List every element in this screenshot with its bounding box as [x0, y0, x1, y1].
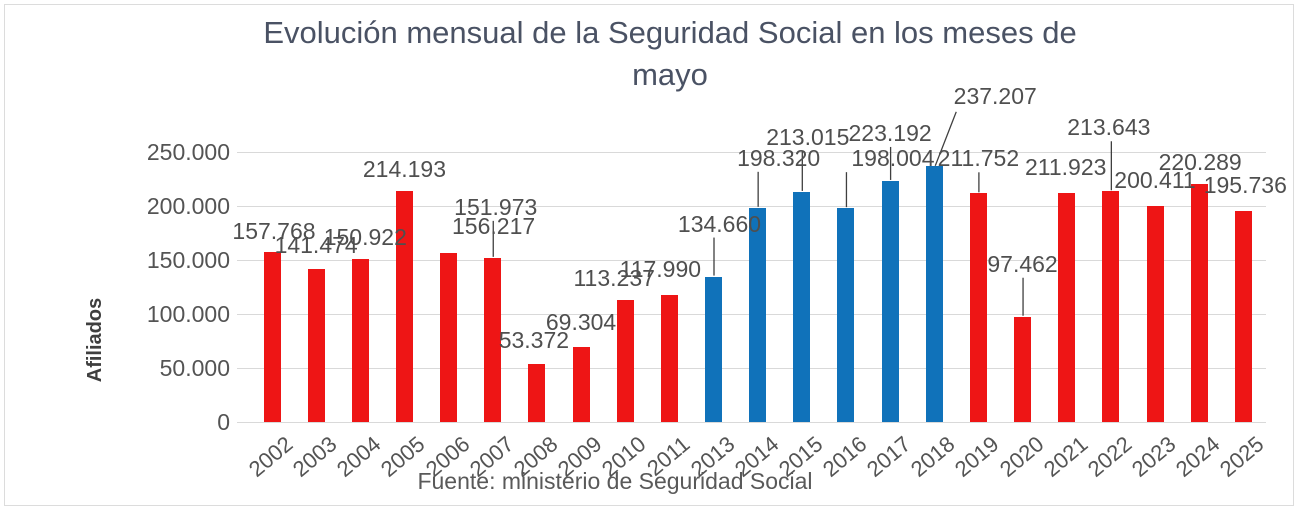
- bar-2017: [881, 180, 899, 422]
- bar-2006: [440, 253, 458, 422]
- data-label-2008: 53.372: [498, 327, 570, 354]
- bar-2021: [1058, 193, 1076, 422]
- bar-2010: [616, 299, 634, 422]
- bar-2020: [1014, 316, 1032, 422]
- data-label-2007: 151.973: [454, 193, 538, 220]
- data-label-2011: 117.990: [619, 255, 702, 282]
- bar-2022: [1102, 191, 1120, 422]
- data-label-2003: 141.474: [274, 232, 358, 259]
- bar-2007: [484, 257, 502, 422]
- gridline: [237, 151, 1266, 153]
- y-tick-label: 150.000: [146, 247, 230, 273]
- data-label-2020: 97.462: [987, 250, 1058, 277]
- y-tick-label: 250.000: [146, 139, 230, 165]
- chart-title: Evolución mensual de la Seguridad Social…: [263, 15, 1077, 92]
- data-label-2002: 157.768: [232, 217, 316, 244]
- y-tick-label: 50.000: [159, 355, 230, 381]
- data-label-2025: 195.736: [1203, 171, 1287, 198]
- data-label-2010: 113.237: [573, 264, 655, 291]
- y-tick-label: 0: [217, 409, 230, 435]
- data-label-2016: 198.004: [851, 145, 935, 172]
- data-label-2009: 69.304: [545, 309, 617, 336]
- data-label-2015: 213.015: [766, 123, 850, 150]
- bar-2004: [351, 259, 369, 422]
- data-label-2014: 198.320: [737, 144, 821, 171]
- bar-2024: [1190, 184, 1208, 422]
- data-label-2021: 211.923: [1024, 154, 1107, 181]
- data-label-2024: 220.289: [1158, 149, 1242, 176]
- bar-2023: [1146, 205, 1164, 422]
- data-label-2018: 237.207: [953, 82, 1037, 109]
- data-label-2004: 150.922: [323, 224, 407, 250]
- data-label-2017: 223.192: [848, 119, 932, 146]
- source-note: Fuente: ministerio de Seguridad Social: [417, 468, 813, 494]
- y-tick-label: 100.000: [146, 301, 230, 327]
- bar-2009: [572, 347, 590, 422]
- bar-2015: [793, 191, 811, 422]
- bar-2008: [528, 364, 546, 422]
- bar-2002: [263, 251, 281, 422]
- bar-2011: [660, 294, 678, 422]
- bar-2019: [969, 193, 987, 422]
- bar-2005: [395, 190, 413, 422]
- data-label-2005: 214.193: [362, 155, 446, 182]
- bar-2018: [925, 165, 943, 422]
- data-label-2022: 213.643: [1067, 114, 1151, 141]
- bar-2016: [837, 208, 855, 422]
- data-label-2023: 200.411: [1114, 166, 1196, 193]
- gridline: [237, 421, 1266, 423]
- bar-2014: [749, 207, 767, 422]
- data-label-2019: 211.752: [937, 145, 1020, 172]
- bar-2003: [307, 269, 325, 422]
- data-label-2013: 134.660: [677, 210, 762, 237]
- y-tick-label: 200.000: [146, 193, 230, 219]
- data-label-2006: 156.217: [452, 213, 536, 240]
- gridline: [237, 205, 1266, 207]
- bar-2025: [1234, 210, 1252, 422]
- bar-2013: [705, 276, 722, 422]
